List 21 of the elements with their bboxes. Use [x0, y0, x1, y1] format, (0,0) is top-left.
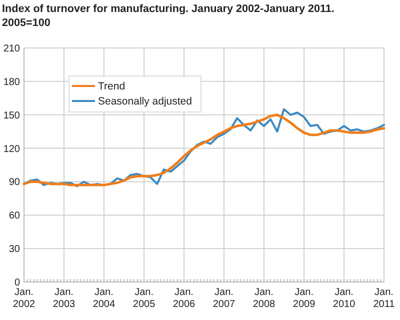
- y-tick-label: 210: [3, 44, 20, 54]
- x-tick-label: Jan. 2009: [292, 287, 316, 310]
- x-tick-label: Jan. 2011: [373, 287, 396, 310]
- x-tick-label: Jan. 2003: [52, 287, 76, 310]
- x-tick-label: Jan. 2005: [132, 287, 156, 310]
- chart-title: Index of turnover for manufacturing. January 2002-January 2011. 2005=100: [2, 3, 334, 29]
- x-tick-label: Jan. 2008: [252, 287, 276, 310]
- legend-label: Trend: [98, 80, 126, 93]
- y-tick-label: 0: [14, 278, 20, 288]
- x-tick-label: Jan. 2002: [12, 287, 36, 310]
- y-tick-label: 150: [3, 110, 20, 122]
- x-tick-label: Jan. 2010: [332, 287, 356, 310]
- y-tick-label: 60: [8, 210, 20, 222]
- y-tick-label: 120: [3, 144, 20, 155]
- x-tick-label: Jan. 2004: [92, 287, 116, 310]
- y-tick-label: 30: [8, 244, 20, 256]
- x-tick-label: Jan. 2006: [172, 287, 196, 310]
- legend-label: Seasonally adjusted: [98, 96, 192, 108]
- y-tick-label: 90: [8, 177, 20, 188]
- y-tick-label: 180: [3, 76, 20, 88]
- x-tick-label: Jan. 2007: [212, 287, 236, 310]
